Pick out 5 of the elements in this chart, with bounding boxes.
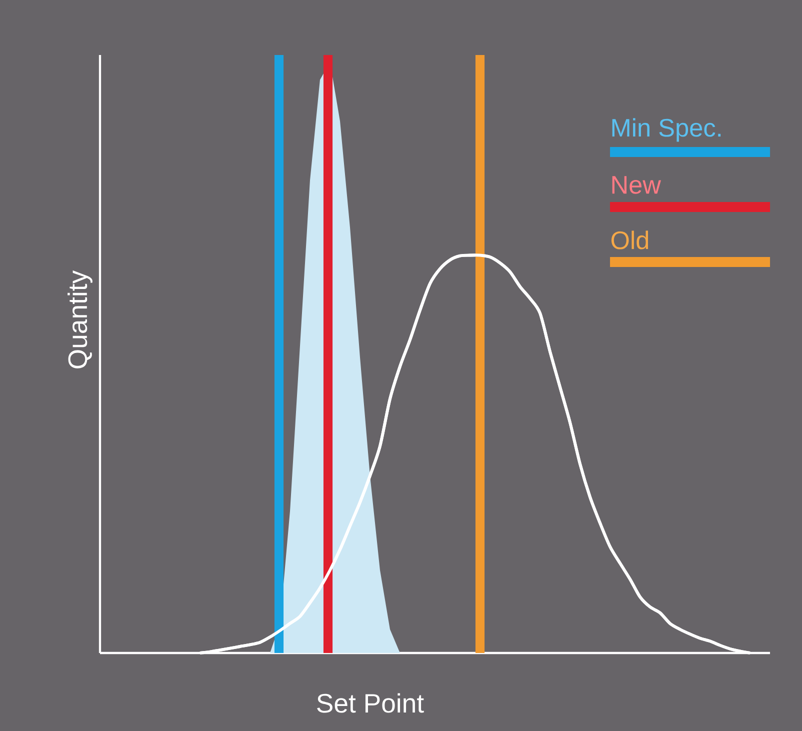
annotation: Min Spec. — [612, 118, 721, 142]
x-axis-title: Set Point — [317, 693, 424, 713]
annotation: Old — [611, 230, 648, 250]
annotation: New — [612, 176, 662, 194]
y-axis-title: Quantity — [68, 270, 92, 368]
